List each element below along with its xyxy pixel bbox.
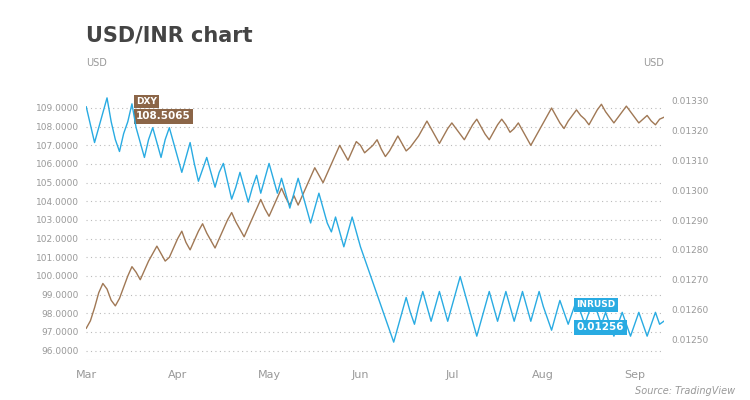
Text: USD: USD (644, 58, 664, 68)
Text: Source: TradingView: Source: TradingView (634, 386, 735, 396)
Text: 108.5065: 108.5065 (136, 111, 190, 121)
Text: 0.01256: 0.01256 (577, 322, 624, 332)
Text: USD: USD (86, 58, 106, 68)
Text: DXY: DXY (136, 97, 157, 106)
Text: INRUSD: INRUSD (577, 300, 616, 309)
Text: USD/INR chart: USD/INR chart (86, 25, 253, 45)
